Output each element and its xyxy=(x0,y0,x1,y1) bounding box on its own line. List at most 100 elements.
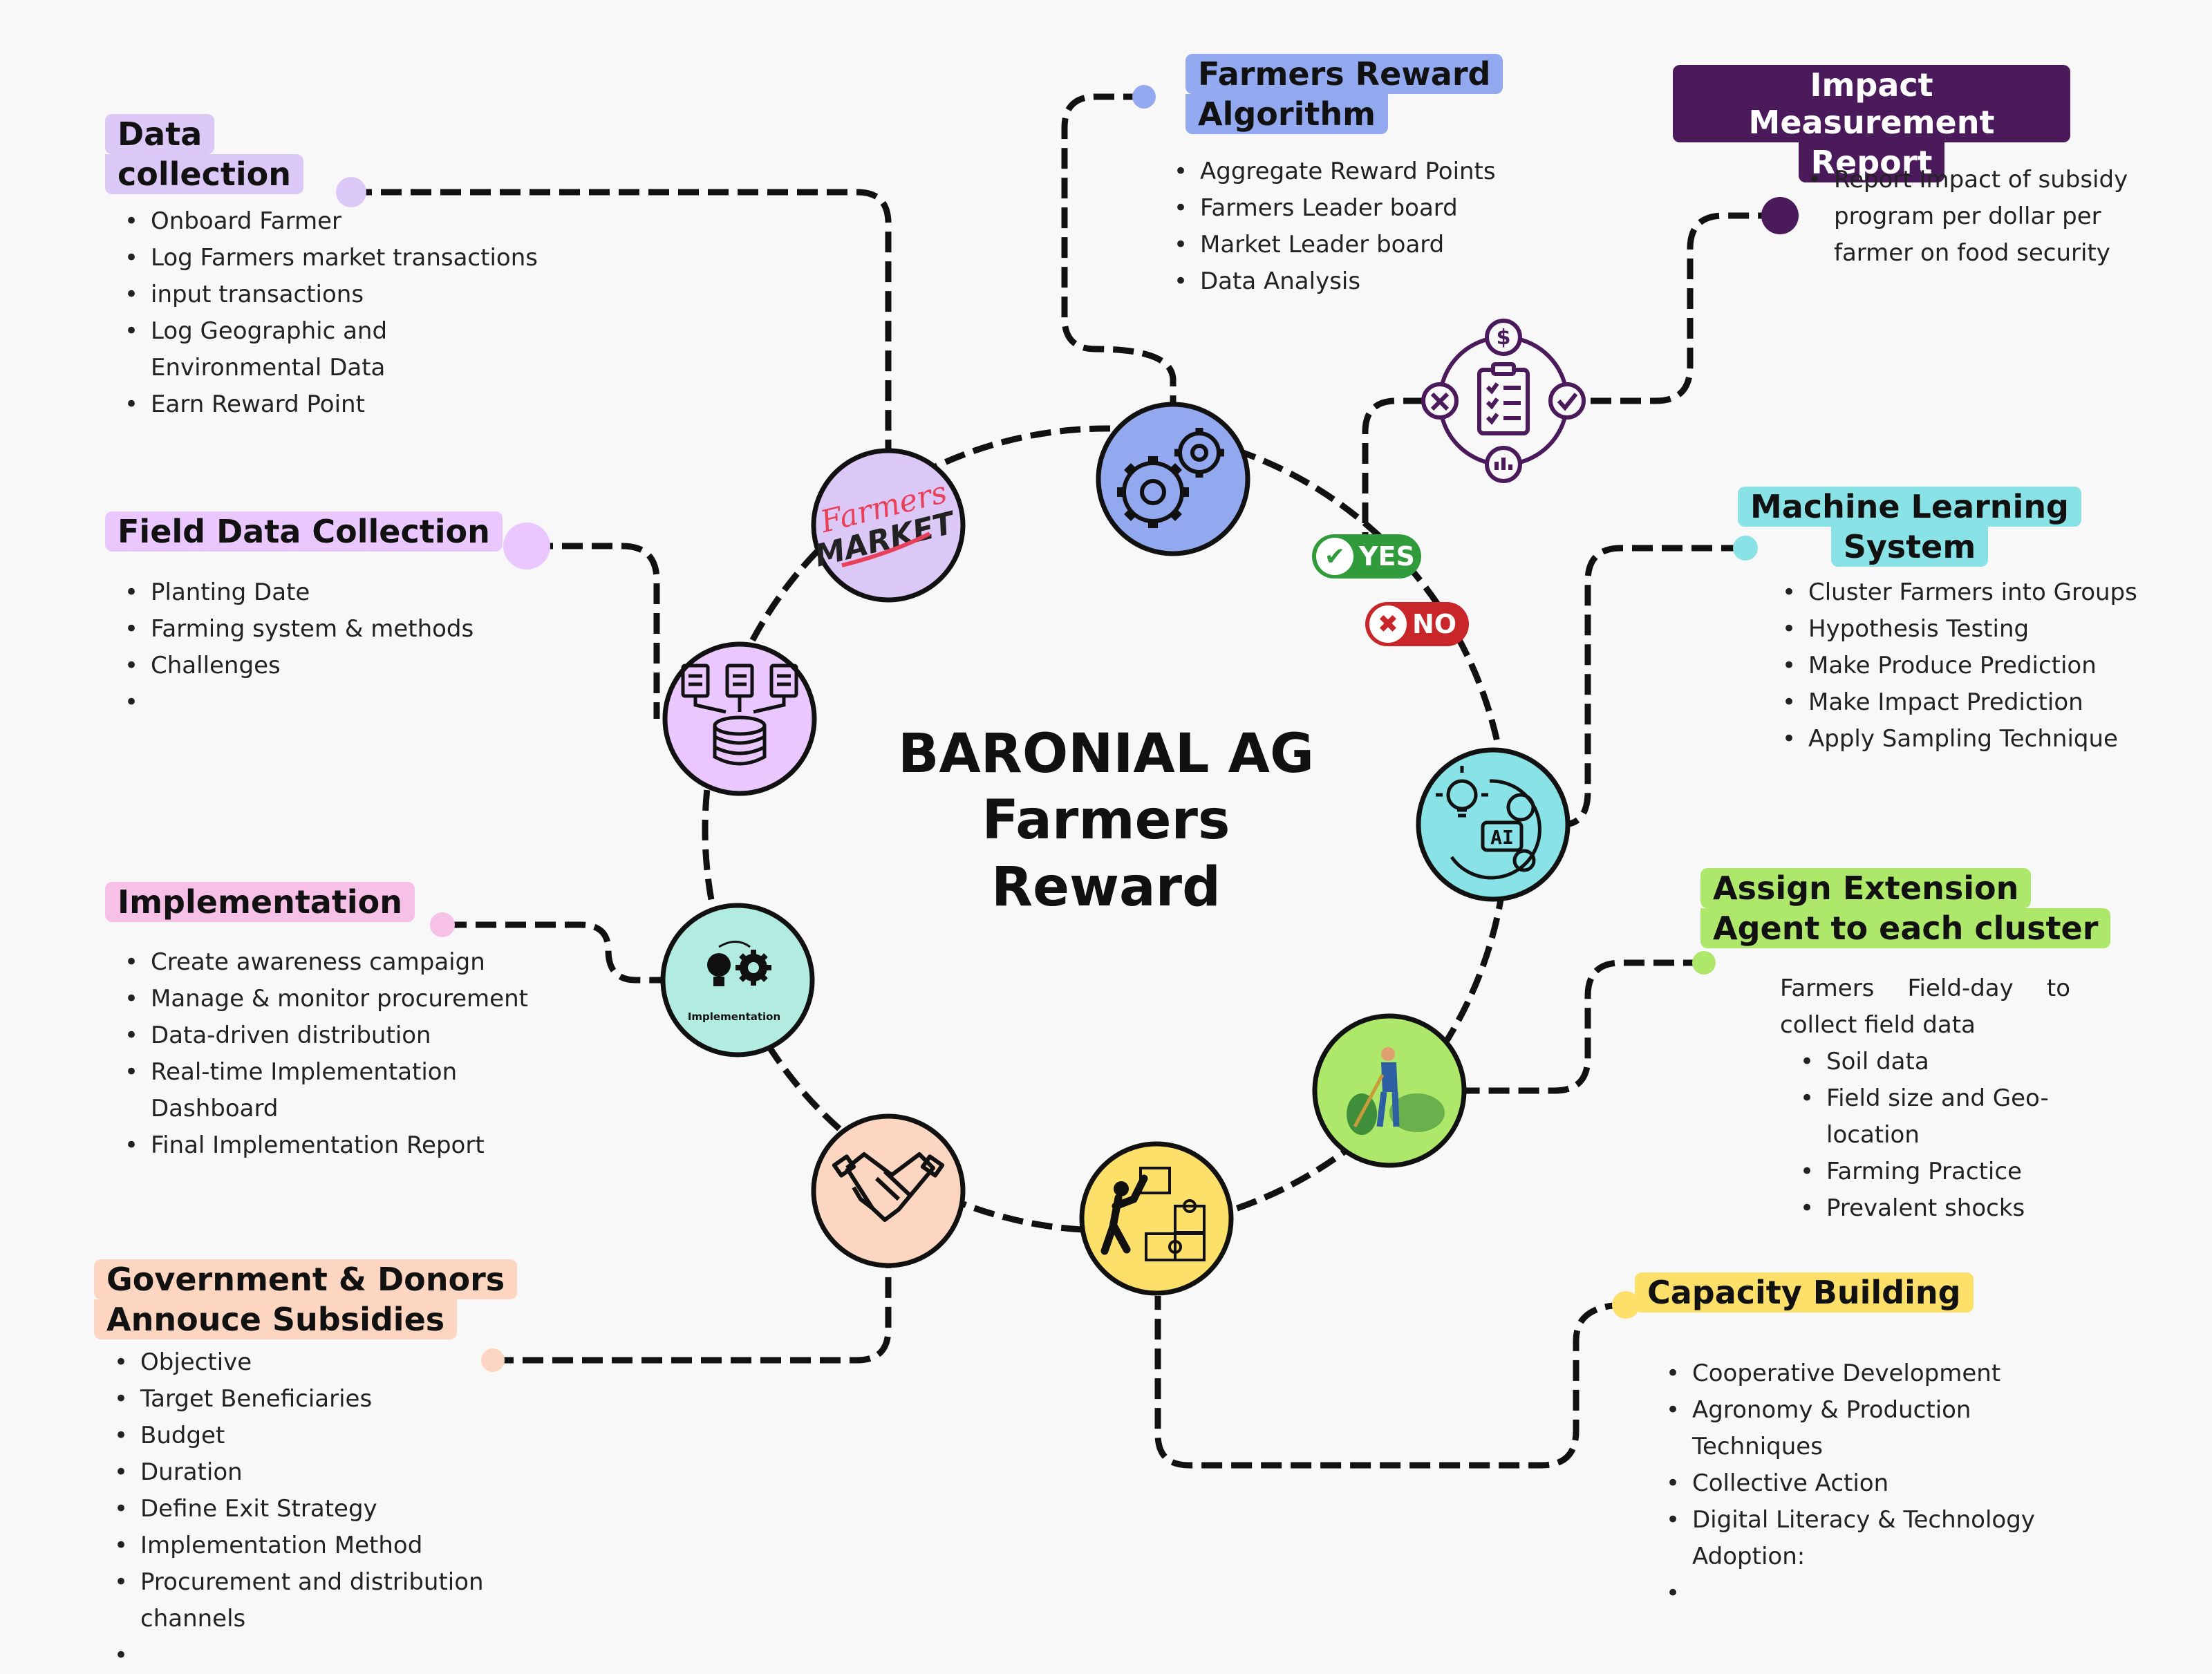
title-line: Agent to each cluster xyxy=(1700,908,2111,948)
title-line-3: Reward xyxy=(991,856,1221,919)
database-icon xyxy=(681,664,798,766)
field-data-list: Planting Date Farming system & methods C… xyxy=(118,574,532,721)
node-puzzle xyxy=(1079,1141,1234,1296)
list-item: Planting Date xyxy=(118,574,532,611)
title-line: Data xyxy=(105,114,215,154)
connector-extension xyxy=(1464,959,1704,1094)
list-item: Field size and Geo-location xyxy=(1793,1080,2083,1154)
list-item: Agronomy & Production Techniques xyxy=(1659,1392,2046,1465)
title-line: Field Data Collection xyxy=(105,511,503,552)
list-item: Collective Action xyxy=(1659,1465,2046,1502)
title-line: System xyxy=(1830,527,1989,567)
list-item: Digital Literacy & Technology Adoption: xyxy=(1659,1502,2046,1575)
connector-capacity xyxy=(1154,1296,1627,1469)
data-collection-list: Onboard Farmer Log Farmers market transa… xyxy=(118,203,601,423)
connector-field-data xyxy=(532,543,660,719)
title-line: Capacity Building xyxy=(1635,1272,1974,1313)
list-item: Budget xyxy=(107,1418,494,1454)
list-item: Procurement and distribution channels xyxy=(107,1564,500,1637)
svg-text:Implementation: Implementation xyxy=(688,1010,780,1023)
title-line: Machine Learning xyxy=(1738,487,2081,527)
dot-extension xyxy=(1692,951,1716,975)
bulb-gear-icon: Implementation xyxy=(688,941,780,1023)
list-item: Hypothesis Testing xyxy=(1775,611,2190,648)
list-item xyxy=(1659,1575,2046,1612)
title-line: Assign Extension xyxy=(1700,868,2032,908)
list-item: Aggregate Reward Points xyxy=(1167,153,1554,190)
reward-algorithm-title: Farmers Reward Algorithm xyxy=(1185,54,1503,134)
list-item: Cooperative Development xyxy=(1659,1355,2046,1392)
list-item: Objective xyxy=(107,1344,494,1381)
connector-reward-algorithm xyxy=(1061,93,1177,404)
dot-reward-algorithm xyxy=(1132,85,1156,109)
ml-list: Cluster Farmers into Groups Hypothesis T… xyxy=(1775,574,2190,758)
dot-data-collection xyxy=(336,177,366,207)
no-badge: ✖ NO xyxy=(1365,602,1469,646)
list-item: Market Leader board xyxy=(1167,227,1554,263)
dot-field-data xyxy=(503,523,550,570)
capacity-title: Capacity Building xyxy=(1635,1272,1974,1313)
title-line-1: BARONIAL AG xyxy=(898,723,1314,785)
list-item xyxy=(118,684,532,721)
gears-icon xyxy=(1117,428,1224,528)
title-line: Farmers Reward xyxy=(1185,54,1503,94)
list-item: Implementation Method xyxy=(107,1527,494,1564)
list-item: Data Analysis xyxy=(1167,263,1554,300)
connector-government xyxy=(493,1265,892,1364)
list-item: Onboard Farmer xyxy=(118,203,601,240)
clipboard-icon: $ xyxy=(1421,319,1586,483)
node-gears xyxy=(1096,402,1250,556)
implementation-title: Implementation xyxy=(105,882,415,922)
list-item xyxy=(107,1637,494,1674)
list-item: Duration xyxy=(107,1454,494,1491)
list-item: Log Farmers market transactions xyxy=(118,240,601,276)
list-item: Farming Practice xyxy=(1793,1154,2083,1190)
yes-label: YES xyxy=(1359,541,1415,572)
extension-title: Assign Extension Agent to each cluster xyxy=(1700,868,2111,948)
list-item: Apply Sampling Technique xyxy=(1775,721,2190,758)
list-item: input transactions xyxy=(118,276,601,313)
list-item: Final Implementation Report xyxy=(118,1127,560,1164)
cross-icon: ✖ xyxy=(1369,605,1407,643)
title-line: Impact Measurement xyxy=(1673,65,2070,142)
dot-capacity xyxy=(1612,1291,1640,1319)
dot-ml xyxy=(1733,536,1758,561)
extension-intro: Farmers Field-day to collect field data xyxy=(1780,975,2070,1039)
title-line: collection xyxy=(105,154,303,194)
handshake-icon xyxy=(832,1152,945,1222)
puzzle-icon xyxy=(1100,1167,1206,1261)
connector-yes-to-impact xyxy=(1362,397,1430,553)
title-line: Annouce Subsidies xyxy=(94,1299,458,1339)
list-item: Farming system & methods xyxy=(118,611,532,648)
farmer-icon xyxy=(1347,1047,1445,1135)
data-collection-title: Data collection xyxy=(105,114,303,194)
capacity-list: Cooperative Development Agronomy & Produ… xyxy=(1659,1355,2046,1612)
yes-badge: ✔ YES xyxy=(1312,534,1421,579)
svg-text:$: $ xyxy=(1497,326,1511,350)
list-item: Challenges xyxy=(118,648,532,684)
ml-title: Machine Learning System xyxy=(1735,487,2084,567)
title-line: Algorithm xyxy=(1185,94,1389,134)
check-icon: ✔ xyxy=(1316,538,1353,575)
connector-ml xyxy=(1562,545,1742,828)
list-item: Target Beneficiaries xyxy=(107,1381,494,1418)
list-item: Make Produce Prediction xyxy=(1775,648,2190,684)
ai-icon: AI xyxy=(1436,766,1541,880)
list-item: Define Exit Strategy xyxy=(107,1491,494,1527)
list-item: Earn Reward Point xyxy=(118,386,601,423)
dot-impact xyxy=(1761,197,1799,234)
extension-list: Soil data Field size and Geo-location Fa… xyxy=(1793,1044,2083,1227)
list-item: Prevalent shocks xyxy=(1793,1190,2083,1227)
list-item: Farmers Leader board xyxy=(1167,190,1554,227)
connector-impact xyxy=(1561,212,1780,404)
list-item: Make Impact Prediction xyxy=(1775,684,2190,721)
list-item: Manage & monitor procurement xyxy=(118,981,560,1017)
list-item: Soil data xyxy=(1793,1044,2083,1080)
reward-algorithm-list: Aggregate Reward Points Farmers Leader b… xyxy=(1167,153,1554,300)
government-list: Objective Target Beneficiaries Budget Du… xyxy=(107,1344,494,1674)
title-line-2: Farmers xyxy=(982,789,1230,852)
svg-text:AI: AI xyxy=(1490,826,1514,849)
dot-implementation xyxy=(430,912,455,937)
implementation-list: Create awareness campaign Manage & monit… xyxy=(118,944,560,1164)
